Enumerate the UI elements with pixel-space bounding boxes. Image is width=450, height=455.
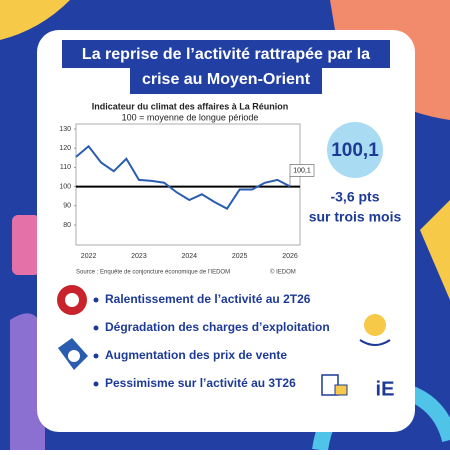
deco-pink bbox=[12, 215, 40, 275]
bullet-text: Pessimisme sur l’activité au 3T26 bbox=[105, 376, 296, 390]
y-tick-label: 100 bbox=[59, 183, 71, 190]
x-tick-label: 2023 bbox=[131, 253, 147, 260]
bullet-text: Augmentation des prix de vente bbox=[105, 348, 287, 362]
icon-checklist bbox=[321, 374, 348, 396]
bullet-dot bbox=[93, 353, 99, 359]
chart-title: Indicateur du climat des affaires à La R… bbox=[92, 101, 289, 111]
x-tick-label: 2026 bbox=[282, 253, 298, 260]
x-tick-label: 2024 bbox=[182, 253, 198, 260]
highlight-value: 100,1 bbox=[331, 140, 379, 161]
y-tick-label: 110 bbox=[60, 164, 71, 171]
highlight-period: sur trois mois bbox=[309, 209, 402, 225]
y-tick-label: 130 bbox=[59, 126, 71, 133]
title-band bbox=[62, 40, 390, 68]
chart-subtitle: 100 = moyenne de longue période bbox=[122, 112, 259, 122]
bullet-dot bbox=[93, 297, 99, 303]
highlight-change: -3,6 pts bbox=[330, 189, 379, 205]
data-line bbox=[75, 144, 291, 210]
icon-money bbox=[359, 314, 391, 346]
bullet-dot bbox=[93, 325, 99, 331]
icon-gear bbox=[57, 285, 87, 315]
y-tick-label: 80 bbox=[63, 222, 71, 229]
x-tick-label: 2025 bbox=[232, 253, 248, 260]
source: Source : Enquête de conjoncture économiq… bbox=[76, 270, 230, 276]
bullet-text: Ralentissement de l’activité au 2T26 bbox=[105, 292, 311, 306]
plot-frame bbox=[75, 123, 301, 246]
deco-yellow-top bbox=[0, 0, 70, 40]
value-label-box bbox=[289, 164, 315, 177]
card bbox=[37, 30, 415, 432]
y-tick-label: 120 bbox=[59, 145, 71, 152]
y-tick-label: 90 bbox=[63, 203, 71, 210]
icon-tag bbox=[58, 338, 88, 370]
highlight-circle bbox=[327, 122, 383, 178]
x-tick-label: 2022 bbox=[81, 253, 97, 260]
title-band bbox=[130, 66, 322, 94]
title-line: La reprise de l’activité rattrapée par l… bbox=[82, 46, 370, 63]
bullet-text: Dégradation des charges d’exploitation bbox=[105, 320, 330, 334]
value-label: 100,1 bbox=[293, 167, 311, 174]
credit: © IEDOM bbox=[270, 269, 296, 276]
logo: iE bbox=[376, 378, 395, 400]
title-line: crise au Moyen-Orient bbox=[142, 71, 311, 88]
bullet-dot bbox=[93, 381, 99, 387]
deco-purple bbox=[10, 313, 45, 450]
deco-yellow-right bbox=[420, 200, 450, 300]
